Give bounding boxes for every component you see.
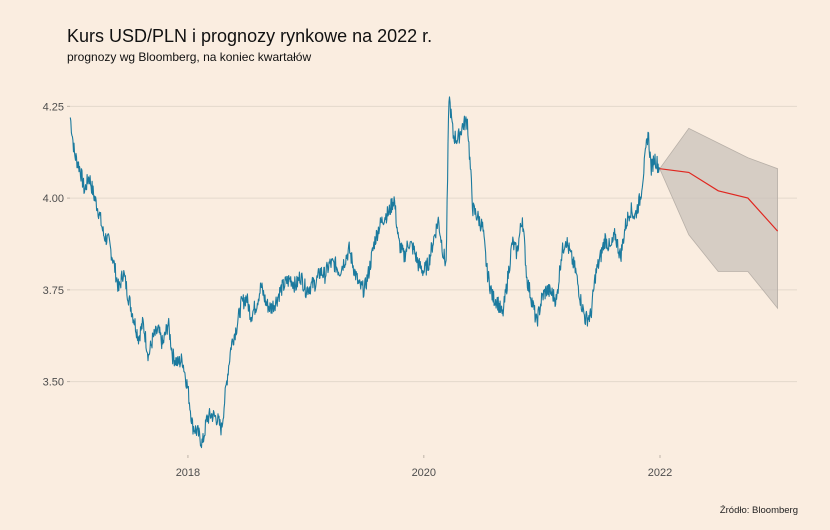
x-tick-label-2018: 2018	[176, 467, 200, 479]
forecast-band-layer	[659, 127, 778, 310]
tick-label-layer: 3.50 3.75 4.00 4.25 2018 2020 2022	[43, 101, 673, 479]
source-note: Źródło: Bloomberg	[719, 505, 798, 516]
y-tick-label-4.00: 4.00	[43, 193, 64, 205]
y-tick-label-3.50: 3.50	[43, 377, 64, 389]
y-tick-label-4.25: 4.25	[43, 101, 64, 113]
y-tick-label-3.75: 3.75	[43, 285, 64, 297]
series-layer	[69, 96, 779, 449]
x-tick-label-2020: 2020	[412, 467, 436, 479]
grid-layer	[67, 105, 797, 458]
usd-pln-historical-line	[69, 96, 661, 449]
chart-title: Kurs USD/PLN i prognozy rynkowe na 2022 …	[67, 26, 433, 46]
x-tick-label-2022: 2022	[648, 467, 672, 479]
forecast-median-line	[659, 168, 779, 232]
forecast-range-band	[659, 127, 778, 310]
chart-subtitle: prognozy wg Bloomberg, na koniec kwartał…	[67, 50, 312, 64]
